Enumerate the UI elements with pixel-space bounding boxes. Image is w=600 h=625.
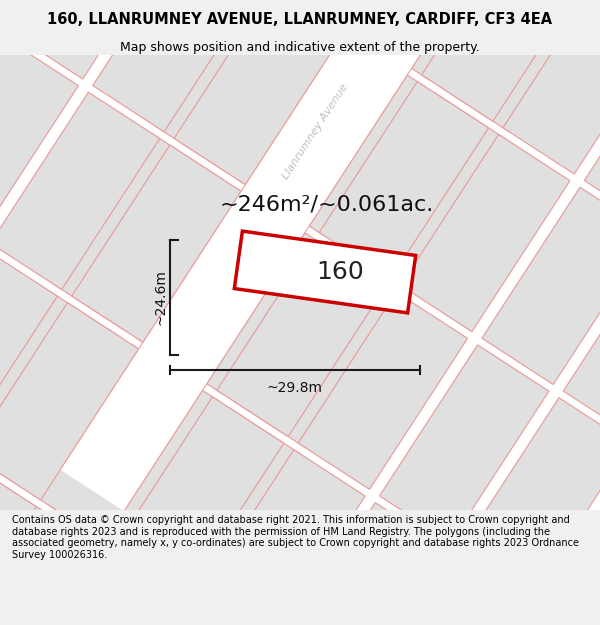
Polygon shape — [217, 239, 386, 436]
Polygon shape — [235, 251, 404, 448]
Polygon shape — [0, 291, 121, 489]
Polygon shape — [54, 134, 223, 331]
Polygon shape — [11, 0, 181, 79]
Polygon shape — [337, 93, 506, 290]
Polygon shape — [422, 0, 591, 121]
Polygon shape — [401, 134, 570, 332]
Polygon shape — [0, 0, 100, 26]
Polygon shape — [72, 145, 241, 342]
Polygon shape — [439, 0, 600, 132]
Polygon shape — [256, 40, 425, 238]
Polygon shape — [461, 398, 600, 595]
Polygon shape — [196, 450, 365, 625]
Polygon shape — [235, 231, 416, 313]
Polygon shape — [93, 0, 262, 132]
Text: ~29.8m: ~29.8m — [267, 381, 323, 395]
Polygon shape — [584, 29, 600, 227]
Polygon shape — [115, 397, 284, 594]
Polygon shape — [60, 0, 560, 511]
Polygon shape — [33, 344, 202, 541]
Polygon shape — [132, 408, 301, 606]
Polygon shape — [157, 0, 326, 173]
Polygon shape — [238, 29, 407, 226]
Text: 160, LLANRUMNEY AVENUE, LLANRUMNEY, CARDIFF, CF3 4EA: 160, LLANRUMNEY AVENUE, LLANRUMNEY, CARD… — [47, 12, 553, 27]
Polygon shape — [94, 608, 263, 625]
Polygon shape — [0, 461, 37, 625]
Polygon shape — [0, 55, 600, 510]
Polygon shape — [0, 39, 79, 237]
Polygon shape — [503, 0, 600, 174]
Polygon shape — [0, 302, 139, 500]
Polygon shape — [0, 513, 118, 625]
Polygon shape — [174, 0, 343, 184]
Text: Llanrumney Avenue: Llanrumney Avenue — [281, 82, 350, 181]
Polygon shape — [340, 0, 509, 68]
Polygon shape — [482, 188, 600, 384]
Polygon shape — [277, 503, 446, 625]
Polygon shape — [153, 198, 322, 395]
Polygon shape — [0, 502, 100, 625]
Polygon shape — [319, 82, 488, 279]
Polygon shape — [0, 250, 58, 447]
Polygon shape — [136, 186, 305, 384]
Polygon shape — [259, 0, 428, 16]
Polygon shape — [380, 345, 549, 542]
Text: ~24.6m: ~24.6m — [153, 269, 167, 326]
Text: ~246m²/~0.061ac.: ~246m²/~0.061ac. — [220, 195, 434, 215]
Polygon shape — [29, 566, 199, 625]
Polygon shape — [563, 240, 600, 438]
Text: 160: 160 — [316, 260, 364, 284]
Polygon shape — [12, 554, 181, 625]
Polygon shape — [358, 0, 527, 80]
Polygon shape — [0, 449, 19, 625]
Polygon shape — [51, 356, 220, 552]
Text: Map shows position and indicative extent of the property.: Map shows position and indicative extent… — [120, 41, 480, 54]
Polygon shape — [298, 292, 467, 489]
Polygon shape — [359, 556, 528, 625]
Text: Contains OS data © Crown copyright and database right 2021. This information is : Contains OS data © Crown copyright and d… — [12, 515, 579, 560]
Polygon shape — [0, 92, 160, 289]
Polygon shape — [277, 0, 446, 27]
